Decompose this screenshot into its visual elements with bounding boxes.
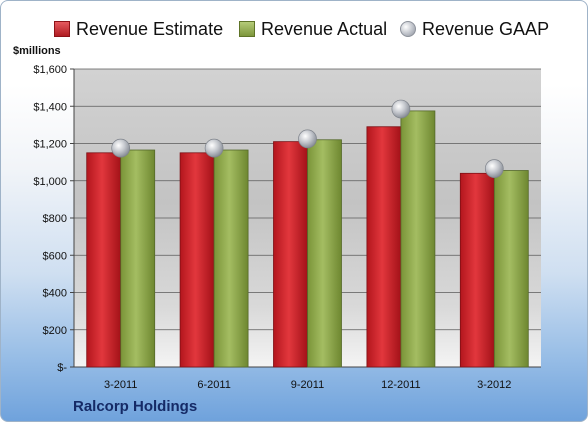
bar-revenue-estimate [179,152,215,368]
y-tick-label: $400 [43,288,67,300]
y-tick-label: $1,400 [33,101,67,113]
point-revenue-gaap [484,159,504,178]
legend-swatch-gaap [400,21,416,37]
point-revenue-gaap [111,138,131,158]
y-tick-label: $200 [43,325,67,337]
y-tick-label: $1,000 [33,176,67,188]
legend-item-gaap: Revenue GAAP [400,15,549,43]
legend-label-estimate: Revenue Estimate [76,18,224,39]
legend-label-actual: Revenue Actual [261,18,388,39]
bar-revenue-actual [307,139,342,368]
x-tick-label: 3-2011 [104,379,137,391]
point-revenue-gaap [298,129,317,149]
bar-revenue-estimate [366,126,402,368]
bar-revenue-actual [493,170,529,368]
y-tick-label: $600 [43,250,67,262]
y-tick-label: $- [57,362,67,374]
y-tick-label: $1,600 [33,64,67,76]
company-name: Ralcorp Holdings [73,398,198,415]
bar-revenue-estimate [86,152,122,368]
legend: Revenue Estimate Revenue Actual Revenue … [1,15,587,43]
x-tick-label: 3-2012 [477,379,511,391]
point-revenue-gaap [204,138,224,158]
y-tick-label: $1,200 [33,139,67,151]
legend-swatch-actual [239,21,255,37]
x-tick-label: 12-2011 [381,379,421,391]
legend-swatch-estimate [54,21,70,37]
legend-label-gaap: Revenue GAAP [422,18,550,39]
legend-item-estimate: Revenue Estimate [54,15,223,43]
bar-revenue-actual [120,149,156,368]
bar-revenue-estimate [273,141,308,368]
point-revenue-gaap [391,99,411,119]
legend-item-actual: Revenue Actual [239,15,387,43]
y-axis-unit-label: $millions [13,45,61,57]
bar-revenue-actual [400,110,436,368]
x-tick-label: 9-2011 [291,379,324,391]
bar-revenue-actual [213,149,249,368]
x-tick-label: 6-2011 [197,379,230,391]
bar-revenue-estimate [459,172,495,368]
y-tick-label: $800 [43,213,67,225]
